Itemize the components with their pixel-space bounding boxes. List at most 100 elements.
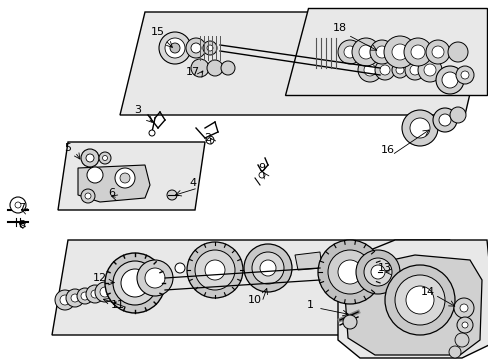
Circle shape xyxy=(410,45,424,59)
Circle shape xyxy=(10,197,26,213)
Circle shape xyxy=(405,286,433,314)
Circle shape xyxy=(203,41,217,55)
Text: 6: 6 xyxy=(108,188,115,198)
Circle shape xyxy=(164,38,184,58)
Circle shape xyxy=(244,244,291,292)
Circle shape xyxy=(55,290,75,310)
Circle shape xyxy=(113,261,157,305)
Text: 7: 7 xyxy=(19,203,25,213)
Circle shape xyxy=(337,260,361,284)
Circle shape xyxy=(66,289,84,307)
Circle shape xyxy=(145,268,164,288)
Text: 17: 17 xyxy=(185,67,200,77)
Circle shape xyxy=(185,38,205,58)
Circle shape xyxy=(317,240,381,304)
Circle shape xyxy=(449,107,465,123)
Circle shape xyxy=(105,253,164,313)
Text: 1: 1 xyxy=(306,300,313,310)
Polygon shape xyxy=(337,240,488,358)
Polygon shape xyxy=(294,252,321,270)
Circle shape xyxy=(86,285,104,303)
Circle shape xyxy=(447,42,467,62)
Circle shape xyxy=(81,292,89,300)
Polygon shape xyxy=(58,142,204,210)
Text: 10: 10 xyxy=(247,295,262,305)
Circle shape xyxy=(459,304,467,312)
Circle shape xyxy=(77,288,93,304)
Text: 13: 13 xyxy=(377,263,391,273)
Text: 14: 14 xyxy=(420,287,434,297)
Circle shape xyxy=(431,46,443,58)
Circle shape xyxy=(455,66,473,84)
Circle shape xyxy=(461,322,467,328)
Text: 3: 3 xyxy=(134,105,141,115)
Circle shape xyxy=(343,46,355,58)
Circle shape xyxy=(60,295,70,305)
Circle shape xyxy=(115,168,135,188)
Circle shape xyxy=(369,40,393,64)
Circle shape xyxy=(358,45,372,59)
Text: 11: 11 xyxy=(111,300,125,310)
Circle shape xyxy=(259,172,264,178)
Circle shape xyxy=(121,269,149,297)
Circle shape xyxy=(401,110,437,146)
Text: 15: 15 xyxy=(151,27,164,37)
Polygon shape xyxy=(345,255,481,355)
Circle shape xyxy=(435,66,463,94)
Text: 18: 18 xyxy=(332,23,346,33)
Circle shape xyxy=(102,156,107,161)
Circle shape xyxy=(170,43,180,53)
Circle shape xyxy=(454,333,468,347)
Circle shape xyxy=(120,173,130,183)
Polygon shape xyxy=(52,240,449,335)
Text: 5: 5 xyxy=(64,143,71,153)
Circle shape xyxy=(87,167,103,183)
Circle shape xyxy=(337,40,361,64)
Circle shape xyxy=(441,72,457,88)
Circle shape xyxy=(391,44,407,60)
Text: 4: 4 xyxy=(189,178,196,188)
Circle shape xyxy=(375,46,387,58)
Circle shape xyxy=(159,32,191,64)
Circle shape xyxy=(417,58,441,82)
Circle shape xyxy=(409,65,419,75)
Text: 2: 2 xyxy=(204,133,211,143)
Circle shape xyxy=(342,315,356,329)
Circle shape xyxy=(438,114,450,126)
Circle shape xyxy=(374,60,394,80)
Circle shape xyxy=(95,282,115,302)
Circle shape xyxy=(456,317,472,333)
Circle shape xyxy=(71,294,79,302)
Polygon shape xyxy=(285,8,486,95)
Circle shape xyxy=(175,263,184,273)
Circle shape xyxy=(351,38,379,66)
Circle shape xyxy=(205,136,214,144)
Circle shape xyxy=(363,258,391,286)
Circle shape xyxy=(423,64,435,76)
Circle shape xyxy=(394,275,444,325)
Circle shape xyxy=(137,260,173,296)
Circle shape xyxy=(251,252,284,284)
Circle shape xyxy=(448,346,460,358)
Circle shape xyxy=(221,61,235,75)
Circle shape xyxy=(404,60,424,80)
Polygon shape xyxy=(120,12,488,115)
Text: 16: 16 xyxy=(380,145,394,155)
Circle shape xyxy=(195,250,235,290)
Circle shape xyxy=(86,154,94,162)
Circle shape xyxy=(355,250,399,294)
Circle shape xyxy=(204,260,224,280)
Circle shape xyxy=(384,265,454,335)
Circle shape xyxy=(379,65,389,75)
Text: 8: 8 xyxy=(19,220,25,230)
Circle shape xyxy=(15,202,21,208)
Circle shape xyxy=(383,36,415,68)
Circle shape xyxy=(460,71,468,79)
Circle shape xyxy=(363,64,375,76)
Circle shape xyxy=(391,62,407,78)
Circle shape xyxy=(409,118,429,138)
Circle shape xyxy=(81,189,95,203)
Circle shape xyxy=(149,130,155,136)
Circle shape xyxy=(260,260,275,276)
Circle shape xyxy=(186,242,243,298)
